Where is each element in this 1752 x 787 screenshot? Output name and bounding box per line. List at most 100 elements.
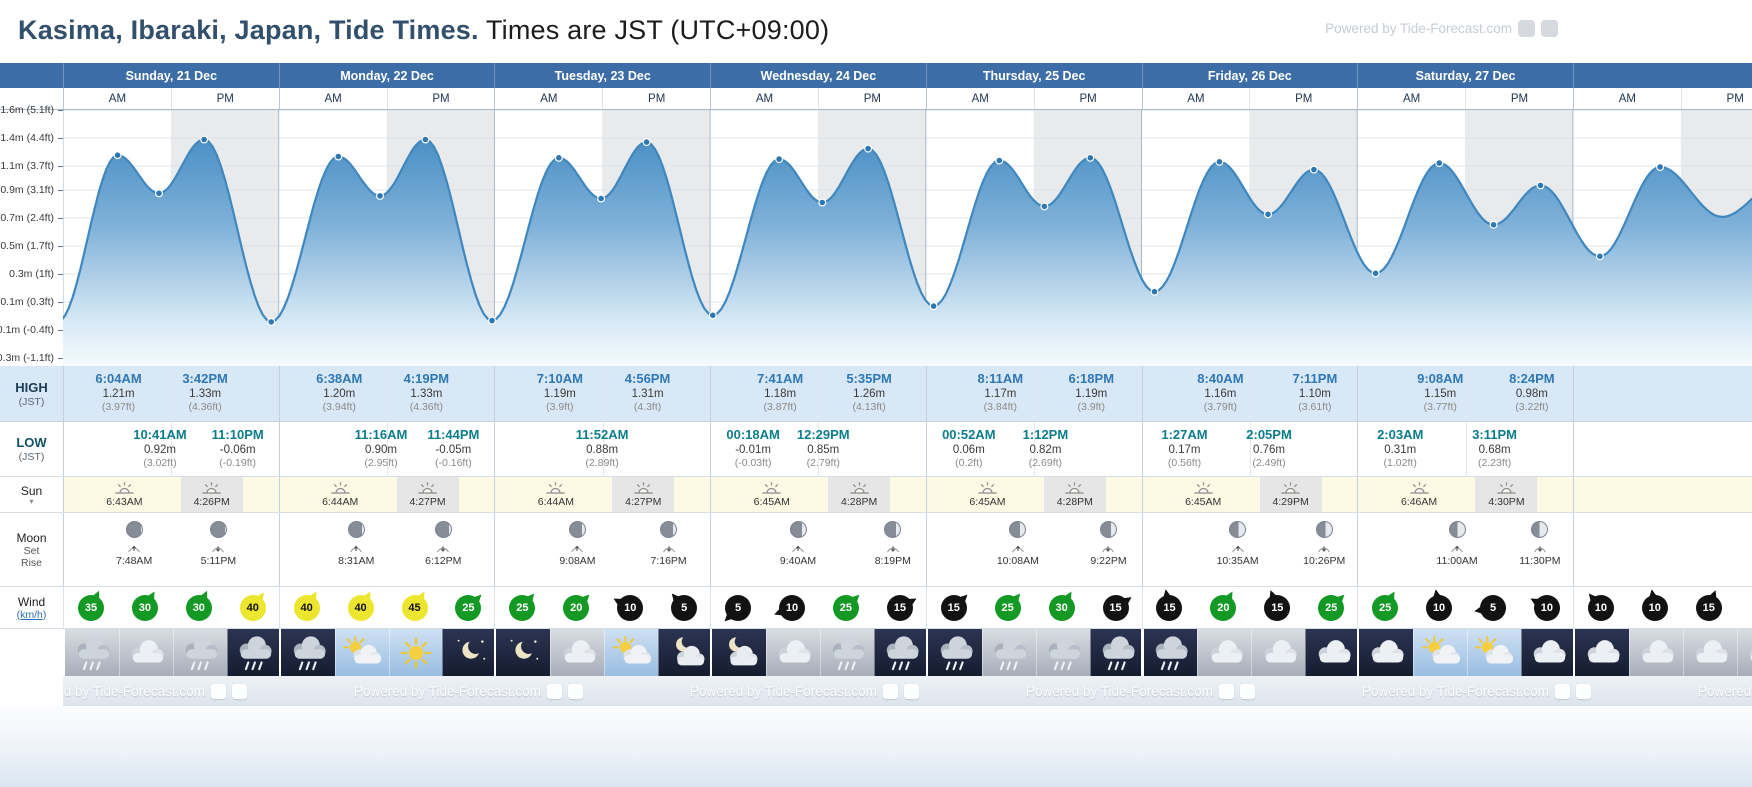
wind-speed-badge: 30 — [1048, 595, 1075, 621]
wind-badge: 5 — [666, 590, 702, 626]
watermark-text: Powered by Tide-Forecast.com — [690, 683, 877, 699]
watermark: Powered by Tide-Forecast.com — [1362, 676, 1591, 706]
wind-unit-link[interactable]: (km/h) — [16, 608, 47, 621]
sunrise-icon — [1193, 481, 1213, 495]
wind-day-cell: 15 25 30 15 — [925, 587, 1142, 628]
sunset-icon — [1497, 481, 1516, 495]
wind-speed-badge: 15 — [1156, 595, 1183, 621]
moon-rise-entry: 10:35AM — [1206, 521, 1270, 567]
low-tide-entry: 11:52AM 0.88m (2.89ft) — [562, 427, 642, 470]
low-day-cell: 00:52AM 0.06m (0.2ft) 1:12PM 0.82m (2.69ft) — [925, 422, 1142, 476]
tide-height-ft: (-0.16ft) — [434, 456, 472, 469]
high-row-label: HIGH (JST) — [0, 366, 63, 421]
ampm-am-day6: AM — [1141, 88, 1250, 109]
sunset-icon — [849, 481, 869, 495]
tide-time: 8:11AM — [977, 371, 1024, 386]
wind-speed-badge: 10 — [1533, 595, 1560, 621]
weather-cell-rain — [1143, 629, 1198, 676]
low-tide-entry: 11:44PM -0.05m (-0.16ft) — [413, 427, 493, 470]
wind-speed-badge: 5 — [1480, 595, 1506, 621]
ampm-divider — [818, 422, 820, 476]
wind-speed-badge: 15 — [1102, 595, 1129, 621]
weather-day-group — [63, 629, 279, 676]
moon-rise-entry: 7:48AM — [102, 521, 166, 567]
wind-badge: 10 — [1528, 590, 1565, 626]
high-tide-entry: 5:35PM 1.26m (4.13ft) — [829, 371, 909, 414]
tide-curve-chart — [63, 110, 1752, 366]
ampm-divider — [1034, 422, 1036, 476]
ampm-divider — [171, 366, 173, 421]
moon-rise-entry: 9:08AM — [545, 521, 609, 567]
page-bottom — [0, 706, 1752, 787]
weather-cell-cloud — [1682, 629, 1737, 676]
tide-time: 5:35PM — [846, 371, 892, 386]
ampm-divider — [1034, 366, 1036, 421]
tide-height-m: 1.26m — [853, 387, 886, 400]
tide-height-ft: (2.23ft) — [1477, 456, 1512, 469]
wind-badge: 10 — [1637, 588, 1673, 626]
tide-time: 11:52AM — [575, 427, 629, 442]
sunset-time: 4:29PM — [1272, 495, 1309, 508]
tide-height-m: 1.18m — [764, 387, 797, 400]
y-tick-label: -0.3m (-1.1ft) — [0, 352, 54, 364]
weather-cell-cloud — [1197, 629, 1252, 676]
watermark: Powered by Tide-Forecast.com — [1698, 676, 1752, 706]
tide-time: 00:52AM — [942, 427, 996, 442]
day-header-corner — [0, 63, 63, 88]
wind-speed-badge: 15 — [940, 595, 967, 621]
moon-phase-icon — [568, 521, 586, 538]
tide-height-ft: (2.95ft) — [364, 456, 398, 469]
ampm-am-day4: AM — [710, 88, 818, 109]
ampm-divider — [387, 422, 389, 476]
sun-day-cell: 6:44AM 4:27PM — [494, 477, 710, 512]
watermark: Powered by Tide-Forecast.com — [690, 676, 919, 706]
moon-rise-icon — [348, 543, 364, 553]
sunrise-icon — [115, 481, 134, 495]
high-day-cell: 8:40AM 1.16m (3.79ft) 7:11PM 1.10m (3.61ft) — [1141, 366, 1358, 421]
high-label: HIGH — [15, 379, 48, 395]
watermark-text: Powered by Tide-Forecast.com — [1325, 21, 1512, 36]
wind-badge: 40 — [343, 589, 379, 626]
day-header-row: Sunday, 21 Dec Monday, 22 Dec Tuesday, 23 … — [0, 63, 1752, 88]
weather-cell-rain — [927, 629, 982, 676]
moon-set-icon — [210, 543, 226, 553]
wind-speed-badge: 15 — [886, 595, 913, 621]
weather-cell-rain — [981, 629, 1036, 676]
ampm-pm-day3: PM — [602, 88, 710, 109]
tide-height-m: 1.33m — [189, 387, 222, 400]
wind-speed-badge: 5 — [725, 595, 752, 621]
moon-phase-icon — [1229, 521, 1247, 538]
wind-speed-badge: 25 — [994, 595, 1021, 621]
high-day-cell-partial — [1572, 366, 1752, 421]
watermark-text: Powered by Tide-Forecast.com — [1362, 683, 1549, 699]
wind-speed-badge: 15 — [1695, 595, 1722, 621]
wind-speed-badge: 25 — [509, 595, 536, 621]
ampm-divider — [602, 422, 604, 476]
tide-time: 3:11PM — [1472, 427, 1518, 442]
weather-cell-rain — [226, 629, 279, 676]
sunset-time: 4:26PM — [193, 495, 230, 508]
wind-speed-badge: 35 — [77, 595, 104, 621]
share-icon — [1541, 20, 1558, 37]
tide-height-m: -0.06m — [219, 443, 256, 456]
moon-rise-icon — [790, 543, 806, 553]
wind-badge: 10 — [1583, 590, 1619, 626]
weather-cell-suncloud — [604, 629, 659, 676]
weather-cell-mooncloud — [712, 629, 767, 676]
moon-set-entry: 9:22PM — [1076, 521, 1140, 567]
weather-day-group — [494, 629, 711, 676]
high-tide-entry: 4:19PM 1.33m (4.36ft) — [386, 371, 466, 414]
high-tide-entry: 8:11AM 1.17m (3.84ft) — [960, 371, 1040, 414]
tide-height-m: 0.31m — [1384, 443, 1417, 456]
low-tide-entry: 3:11PM 0.68m (2.23ft) — [1455, 427, 1535, 470]
weather-cell-rain — [280, 629, 335, 676]
low-tide-entry: 11:10PM -0.06m (-0.19ft) — [198, 427, 278, 470]
y-tick-mark — [58, 110, 63, 111]
wind-badge: 15 — [1098, 590, 1134, 626]
ampm-am-day5: AM — [925, 88, 1034, 109]
ampm-am-day1: AM — [63, 88, 171, 109]
tide-height-m: 0.06m — [952, 443, 985, 456]
ampm-pm-day6: PM — [1249, 88, 1357, 109]
weather-cell-moonstars — [442, 629, 495, 676]
sunset-icon — [633, 481, 653, 495]
